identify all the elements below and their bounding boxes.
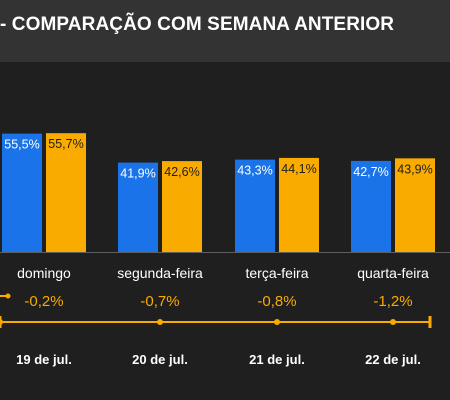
bar-previous-week [46,133,86,252]
bar-current-week [2,133,42,252]
delta-connector-marker [5,293,11,299]
delta-line-marker [390,319,396,325]
category-label: terça-feira [245,265,308,281]
bar-previous-week [279,157,319,252]
category-label: segunda-feira [117,265,203,281]
chart-panel: 55,5% 41,9% 43,3% 42,7% 55,7% 42,6% 44,1% 43,9%… [0,62,450,400]
delta-line-marker [0,319,3,325]
difference-label: -0,2% [24,293,63,310]
category-label: quarta-feira [357,265,429,281]
data-label-current-week: 43,3% [237,164,272,178]
delta-line-marker [274,319,280,325]
data-label-current-week: 41,9% [120,167,155,181]
bar-current-week [351,160,391,252]
data-label-previous-week: 43,9% [397,162,432,176]
difference-label: -0,7% [140,293,179,310]
data-label-current-week: 42,7% [353,165,388,179]
date-label: 22 de jul. [365,352,421,367]
data-label-current-week: 55,5% [4,138,39,152]
date-label: 19 de jul. [16,352,72,367]
category-label: domingo [17,265,71,281]
difference-label: -0,8% [257,293,296,310]
date-label: 20 de jul. [132,352,188,367]
bar-current-week [118,162,158,252]
difference-label: -1,2% [373,293,412,310]
data-label-previous-week: 55,7% [48,137,83,151]
chart-svg: 55,5% 41,9% 43,3% 42,7% 55,7% 42,6% 44,1% 43,9%… [0,133,450,367]
title-bar: - COMPARAÇÃO COM SEMANA ANTERIOR [0,0,450,62]
chart-title: - COMPARAÇÃO COM SEMANA ANTERIOR [0,14,395,35]
bar-previous-week [395,158,435,252]
data-label-previous-week: 44,1% [281,162,316,176]
bar-current-week [235,159,275,252]
date-label: 21 de jul. [249,352,305,367]
data-label-previous-week: 42,6% [164,165,199,179]
bar-previous-week [162,161,202,252]
delta-line-marker [157,319,163,325]
